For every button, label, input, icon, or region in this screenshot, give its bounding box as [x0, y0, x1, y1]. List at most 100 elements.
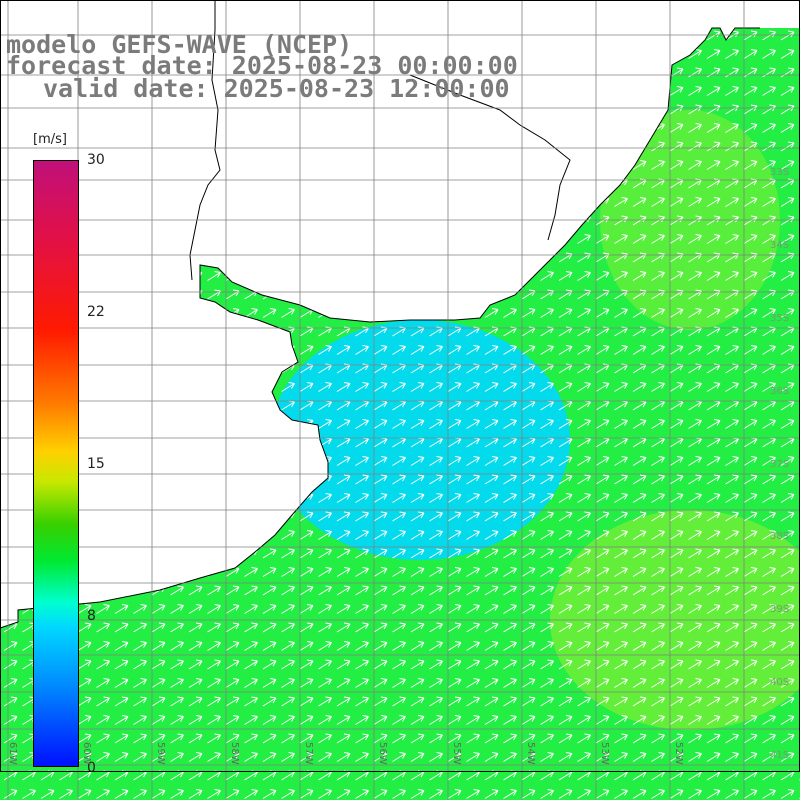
wind-arrow: [780, 234, 795, 244]
wind-arrow: [170, 659, 184, 670]
wind-arrow: [521, 604, 536, 614]
wind-arrow: [151, 530, 166, 540]
wind-arrow: [262, 234, 277, 244]
wind-arrow: [299, 234, 314, 244]
wind-arrow: [207, 123, 221, 133]
wind-arrow: [743, 104, 758, 115]
wind-arrow: [706, 622, 721, 633]
wind-arrow: [392, 493, 406, 503]
wind-arrow: [466, 715, 480, 725]
wind-arrow: [540, 511, 554, 522]
wind-arrow: [77, 437, 92, 448]
wind-arrow: [373, 160, 388, 170]
wind-arrow: [355, 234, 369, 244]
wind-arrow: [114, 345, 129, 355]
wind-arrow: [762, 752, 776, 762]
wind-arrow: [447, 123, 462, 133]
wind-arrow: [521, 419, 536, 429]
wind-arrow: [170, 585, 184, 596]
wind-arrow: [410, 678, 425, 688]
wind-arrow: [595, 456, 610, 466]
lon-label: 54W: [525, 742, 536, 765]
wind-arrow: [355, 123, 369, 133]
wind-arrow: [725, 234, 739, 244]
wind-arrow: [392, 696, 406, 707]
wind-arrow: [188, 641, 203, 651]
wind-arrow: [355, 215, 369, 226]
wind-arrow: [577, 511, 591, 522]
wind-arrow: [281, 585, 295, 596]
wind-arrow: [336, 308, 351, 318]
wind-arrow: [725, 659, 739, 670]
wind-arrow: [651, 197, 665, 207]
wind-arrow: [188, 493, 203, 503]
wind-arrow: [466, 678, 480, 688]
wind-arrow: [688, 752, 702, 762]
wind-arrow: [558, 271, 573, 281]
wind-arrow: [96, 548, 110, 559]
wind-arrow: [521, 30, 536, 41]
wind-arrow: [410, 659, 425, 670]
wind-arrow: [3, 86, 18, 96]
wind-arrow: [262, 308, 277, 318]
wind-arrow: [244, 437, 258, 448]
wind-arrow: [651, 345, 665, 355]
wind-arrow: [170, 215, 184, 226]
wind-arrow: [207, 456, 221, 466]
wind-arrow: [170, 789, 184, 799]
wind-arrow: [188, 530, 203, 540]
wind-arrow: [355, 419, 369, 429]
wind-arrow: [503, 678, 517, 688]
wind-arrow: [225, 345, 240, 355]
model-title: modelo GEFS-WAVE (NCEP): [6, 30, 353, 59]
wind-arrow: [577, 456, 591, 466]
wind-arrow: [336, 530, 351, 540]
wind-arrow: [706, 49, 721, 59]
wind-arrow: [22, 104, 36, 115]
wind-arrow: [669, 86, 684, 96]
wind-arrow: [577, 567, 591, 577]
wind-arrow: [503, 141, 517, 152]
wind-arrow: [318, 289, 332, 300]
wind-arrow: [392, 419, 406, 429]
wind-arrow: [207, 104, 221, 115]
wind-arrow: [188, 789, 203, 799]
wind-arrow: [688, 715, 702, 725]
wind-arrow: [725, 271, 739, 281]
wind-arrow: [40, 789, 55, 799]
wind-arrow: [577, 104, 591, 115]
wind-arrow: [614, 67, 628, 78]
wind-arrow: [114, 141, 129, 152]
wind-arrow: [429, 659, 443, 670]
wind-arrow: [484, 659, 499, 670]
wind-arrow: [281, 474, 295, 485]
wind-arrow: [521, 511, 536, 522]
wind-arrow: [466, 604, 480, 614]
wind-arrow: [3, 493, 18, 503]
wind-arrow: [373, 234, 388, 244]
wind-arrow: [262, 197, 277, 207]
wind-arrow: [207, 733, 221, 744]
wind-arrow: [114, 493, 129, 503]
wind-arrow: [484, 419, 499, 429]
wind-arrow: [614, 215, 628, 226]
wind-arrow: [669, 30, 684, 41]
wind-arrow: [725, 622, 739, 633]
wind-arrow: [558, 530, 573, 540]
wind-arrow: [244, 252, 258, 263]
wind-arrow: [133, 252, 147, 263]
wind-arrow: [336, 567, 351, 577]
wind-arrow: [373, 419, 388, 429]
wind-arrow: [170, 548, 184, 559]
wind-arrow: [688, 308, 702, 318]
wind-arrow: [262, 659, 277, 670]
wind-arrow: [669, 604, 684, 614]
wind-arrow: [669, 67, 684, 78]
wind-arrow: [392, 474, 406, 485]
wind-arrow: [688, 511, 702, 522]
wind-arrow: [484, 622, 499, 633]
wind-arrow: [429, 752, 443, 762]
wind-arrow: [614, 234, 628, 244]
wind-arrow: [632, 419, 647, 429]
wind-arrow: [669, 49, 684, 59]
